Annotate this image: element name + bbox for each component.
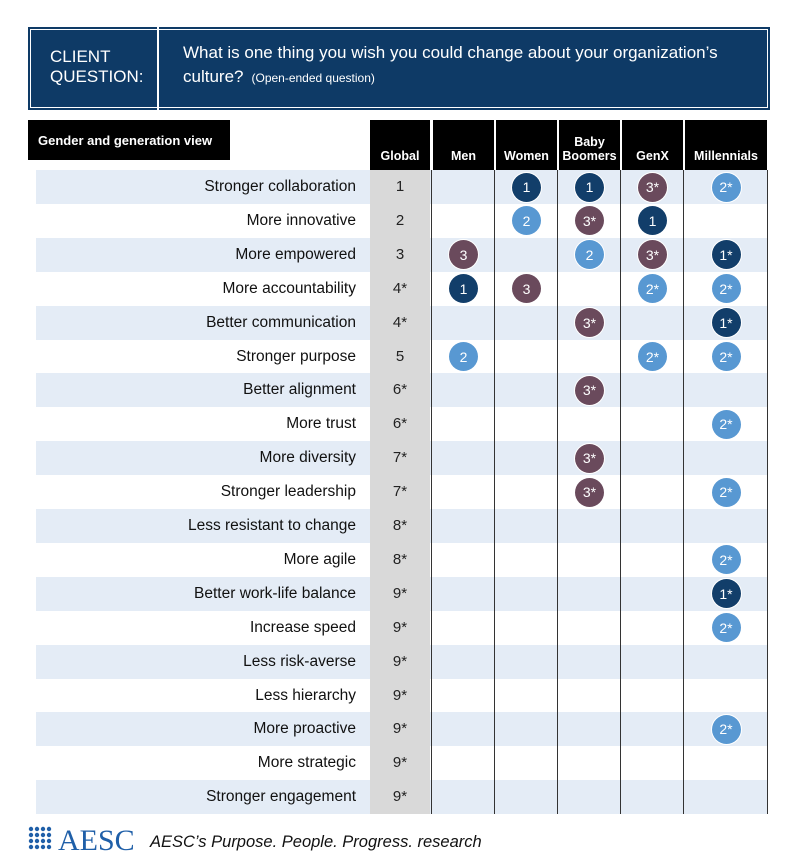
header-separator (157, 27, 159, 110)
global-rank: 1 (395, 178, 405, 195)
global-rank: 6* (392, 415, 408, 433)
rank-badge: 3* (638, 240, 667, 270)
header-label: CLIENT QUESTION: (50, 47, 144, 87)
global-rank: 8* (392, 550, 408, 568)
rank-badge: 2* (711, 172, 741, 202)
rank-badge: 2* (711, 714, 741, 744)
rank-badge: 1* (711, 579, 741, 609)
column-header: Men (433, 120, 494, 170)
rank-badge: 3* (575, 206, 604, 236)
row-label: More empowered (235, 245, 356, 263)
global-rank: 9* (392, 720, 408, 738)
logo-icon (28, 826, 52, 850)
global-rank: 9* (392, 686, 408, 704)
global-rank: 2 (395, 211, 405, 229)
global-rank: 9* (392, 618, 408, 636)
header-label-line: CLIENT (50, 47, 111, 66)
column-divider (683, 170, 684, 814)
row-label: Better communication (206, 313, 356, 331)
rank-badge: 2 (512, 206, 541, 236)
global-column-bg (370, 170, 430, 815)
rank-badge: 3* (638, 172, 667, 202)
rank-badge: 1 (449, 274, 478, 304)
rank-badge: 3* (575, 308, 604, 338)
rank-badge: 3* (575, 375, 604, 405)
global-rank: 9* (392, 754, 408, 772)
rank-badge: 2* (711, 477, 741, 507)
global-rank: 5 (395, 347, 405, 365)
global-rank: 9* (392, 652, 408, 670)
rank-badge: 1* (711, 308, 741, 338)
rank-badge: 2* (638, 342, 667, 371)
row-label: Stronger collaboration (204, 178, 356, 195)
rank-badge: 2* (711, 409, 741, 439)
rank-badge: 2* (711, 613, 741, 643)
row-label: More strategic (257, 754, 356, 772)
rank-badge: 2 (449, 342, 478, 371)
row-label: Less risk-averse (243, 652, 356, 670)
column-divider (557, 170, 558, 814)
row-label: More diversity (259, 449, 356, 467)
column-header: Women (496, 120, 557, 170)
rank-badge: 1* (711, 240, 741, 270)
row-label: More innovative (246, 211, 356, 229)
column-header: Millennials (685, 120, 767, 170)
global-rank: 8* (392, 517, 408, 534)
rank-badge: 2 (575, 240, 604, 270)
global-rank: 9* (392, 584, 408, 602)
table-title: Gender and generation view (28, 120, 230, 160)
rank-badge: 3 (512, 274, 541, 304)
global-rank: 7* (392, 483, 408, 501)
row-label: More trust (286, 415, 356, 433)
column-header: Baby Boomers (559, 120, 620, 170)
column-divider (767, 170, 768, 814)
rank-badge: 3* (575, 477, 604, 507)
rank-badge: 3* (575, 443, 604, 473)
row-label: Less resistant to change (187, 517, 356, 534)
rank-badge: 2* (711, 342, 741, 371)
global-rank: 4* (392, 313, 408, 331)
row-label: More accountability (222, 279, 356, 297)
rank-badge: 1 (638, 206, 667, 236)
question-note: (Open-ended question) (251, 71, 375, 85)
column-divider (620, 170, 621, 814)
row-label: More agile (283, 550, 356, 568)
question-header: CLIENT QUESTION: What is one thing you wi… (28, 27, 770, 110)
rank-badge: 2* (711, 545, 741, 575)
rank-badge: 2* (711, 274, 741, 304)
row-label: Less hierarchy (255, 686, 356, 704)
footer-tagline: AESC’s Purpose. People. Progress. resear… (150, 833, 482, 851)
header-label-line: QUESTION: (50, 67, 144, 86)
footer-logo: AESC (58, 824, 135, 857)
rank-badge: 1 (512, 172, 541, 202)
rank-badge: 2* (638, 274, 667, 304)
row-label: Better work-life balance (194, 584, 356, 602)
row-label: Better alignment (243, 381, 356, 399)
row-label: Stronger purpose (236, 347, 356, 365)
row-label: Stronger engagement (206, 788, 356, 806)
global-rank: 9* (392, 788, 408, 806)
column-divider (431, 170, 432, 814)
global-rank: 6* (392, 381, 408, 399)
column-header: GenX (622, 120, 683, 170)
rank-badge: 3 (449, 240, 478, 270)
rank-badge: 1 (575, 172, 604, 202)
global-rank: 7* (392, 449, 408, 467)
global-rank: 4* (392, 279, 408, 297)
question-text: What is one thing you wish you could cha… (183, 43, 718, 86)
row-label: Increase speed (250, 618, 356, 636)
logo-dots (28, 826, 54, 850)
header-question: What is one thing you wish you could cha… (183, 41, 763, 90)
row-label: More proactive (253, 720, 356, 738)
row-label: Stronger leadership (220, 483, 356, 501)
global-rank: 3 (395, 245, 405, 263)
column-header: Global (370, 120, 430, 170)
column-divider (494, 170, 495, 814)
